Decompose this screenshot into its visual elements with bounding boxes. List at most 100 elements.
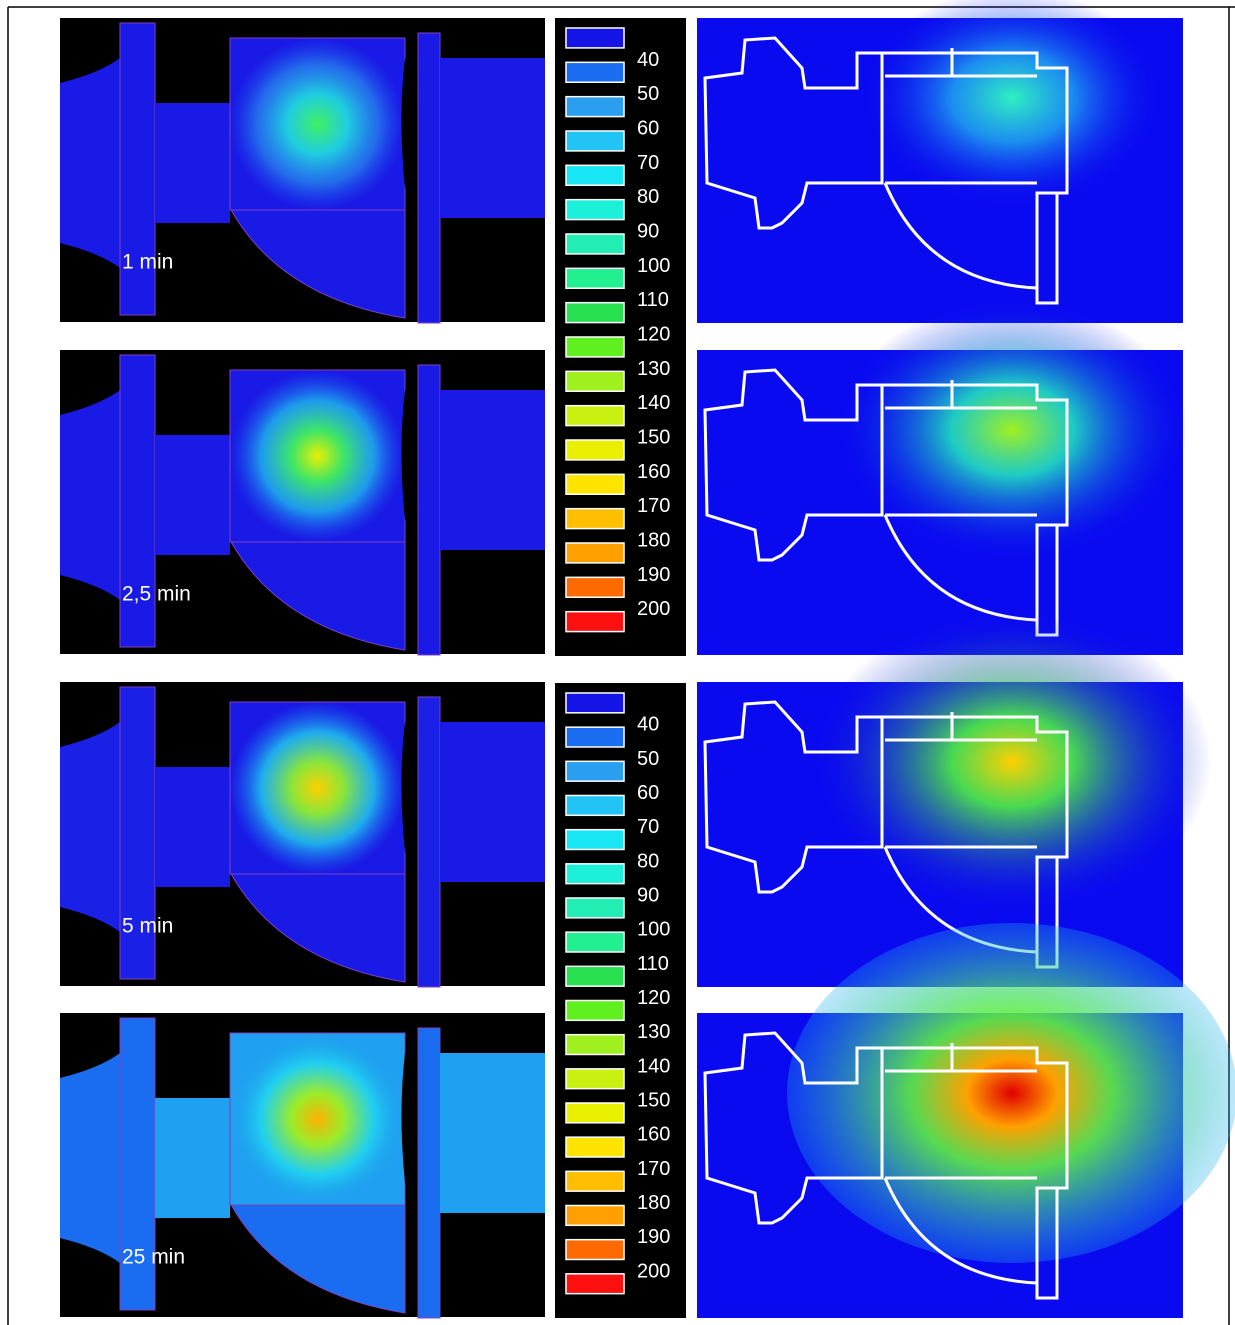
legend-swatch: [565, 1273, 625, 1295]
legend-label: 120: [637, 324, 670, 346]
legend-label: 150: [637, 1090, 670, 1112]
legend-swatch: [565, 95, 625, 118]
hub: [60, 1053, 120, 1263]
legend-label: 90: [637, 221, 659, 243]
legend-swatch: [565, 27, 625, 49]
legend-label: 80: [637, 850, 659, 872]
legend-swatch: [565, 473, 625, 495]
legend-swatch: [565, 507, 625, 530]
outline: [882, 1046, 1069, 1300]
legend-swatch: [565, 61, 625, 83]
simulation-panel: 1 min: [60, 18, 545, 324]
legend-label: 120: [637, 987, 670, 1009]
pipe: [440, 722, 545, 882]
legend-label: 160: [637, 461, 670, 483]
column: [417, 364, 441, 656]
legend-label: 50: [637, 83, 659, 105]
legend-label: 140: [637, 392, 670, 414]
legend-label: 110: [637, 953, 669, 975]
column: [417, 1027, 441, 1319]
legend-swatch: [565, 164, 625, 186]
legend-swatch: [565, 1102, 625, 1124]
legend-label: 170: [637, 1158, 670, 1180]
slot: [401, 722, 420, 872]
legend-swatch: [565, 336, 625, 358]
legend-label: 100: [637, 255, 670, 277]
elbow: [229, 1202, 406, 1314]
legend-label: 60: [637, 118, 659, 140]
legend-label: 70: [637, 816, 659, 838]
elbow: [229, 871, 406, 983]
legend-swatch: [565, 439, 625, 461]
legend-label: 180: [637, 530, 670, 552]
legend-swatch: [565, 692, 625, 714]
legend-swatch: [565, 370, 625, 392]
legend-label: 190: [637, 564, 670, 586]
legend-label: 40: [637, 49, 659, 71]
flange: [119, 686, 156, 980]
legend-swatch: [565, 726, 625, 748]
hot-spot: [837, 300, 1187, 560]
outline: [703, 368, 884, 562]
legend-label: 180: [637, 1192, 670, 1214]
slot: [401, 58, 420, 208]
hub: [60, 390, 120, 600]
hub: [60, 58, 120, 268]
simulation-panel: 5 min: [60, 682, 545, 988]
legend-label: 190: [637, 1226, 670, 1248]
legend-swatch: [565, 999, 625, 1022]
legend-swatch: [565, 130, 625, 152]
legend-swatch: [565, 576, 625, 598]
legend-label: 130: [637, 358, 670, 380]
legend-swatch: [565, 931, 625, 953]
legend-swatch: [565, 404, 625, 427]
legend-swatch: [565, 828, 625, 851]
pipe: [440, 390, 545, 550]
hub: [60, 722, 120, 932]
legend-label: 110: [637, 289, 669, 311]
housing-heat: [230, 1033, 405, 1205]
thermal-panel: [697, 0, 1183, 323]
outline: [883, 380, 1038, 622]
time-label: 2,5 min: [122, 583, 191, 606]
elbow: [229, 539, 406, 651]
legend-swatch: [565, 863, 625, 885]
legend-swatch: [565, 542, 625, 564]
legend-swatch: [565, 233, 625, 255]
legend-swatch: [565, 1136, 625, 1158]
legend-swatch: [565, 198, 625, 221]
outline: [703, 1031, 884, 1225]
pipe: [440, 1053, 545, 1213]
outline: [883, 1043, 1038, 1285]
time-label: 1 min: [122, 251, 173, 274]
legend-swatch: [565, 897, 625, 919]
shaft: [155, 103, 230, 223]
legend-swatch: [565, 794, 625, 817]
legend-label: 90: [637, 885, 659, 907]
legend-swatch: [565, 1170, 625, 1192]
legend-label: 160: [637, 1124, 670, 1146]
legend-swatch: [565, 760, 625, 782]
time-label: 5 min: [122, 915, 173, 938]
legend-label: 200: [637, 598, 670, 620]
legend-label: 130: [637, 1021, 670, 1043]
column: [417, 696, 441, 988]
shaft: [155, 767, 230, 887]
legend: 40 50 60 70 80 90 100 110 120 130 140 150 160 170 180 1…: [555, 683, 686, 1318]
elbow: [229, 207, 406, 319]
legend-label: 100: [637, 919, 670, 941]
shaft: [155, 1098, 230, 1218]
legend-label: 80: [637, 186, 659, 208]
outline: [883, 712, 1038, 954]
outline: [882, 51, 1069, 305]
outline: [703, 700, 884, 894]
outline: [883, 48, 1038, 290]
legend-swatch: [565, 1068, 625, 1090]
housing-heat: [230, 370, 405, 542]
flange: [119, 1017, 156, 1311]
legend: 40 50 60 70 80 90 100 110 120 130 140 150 160 170 180 1…: [555, 18, 686, 656]
legend-label: 70: [637, 152, 659, 174]
flange: [119, 22, 156, 316]
legend-label: 140: [637, 1055, 670, 1077]
